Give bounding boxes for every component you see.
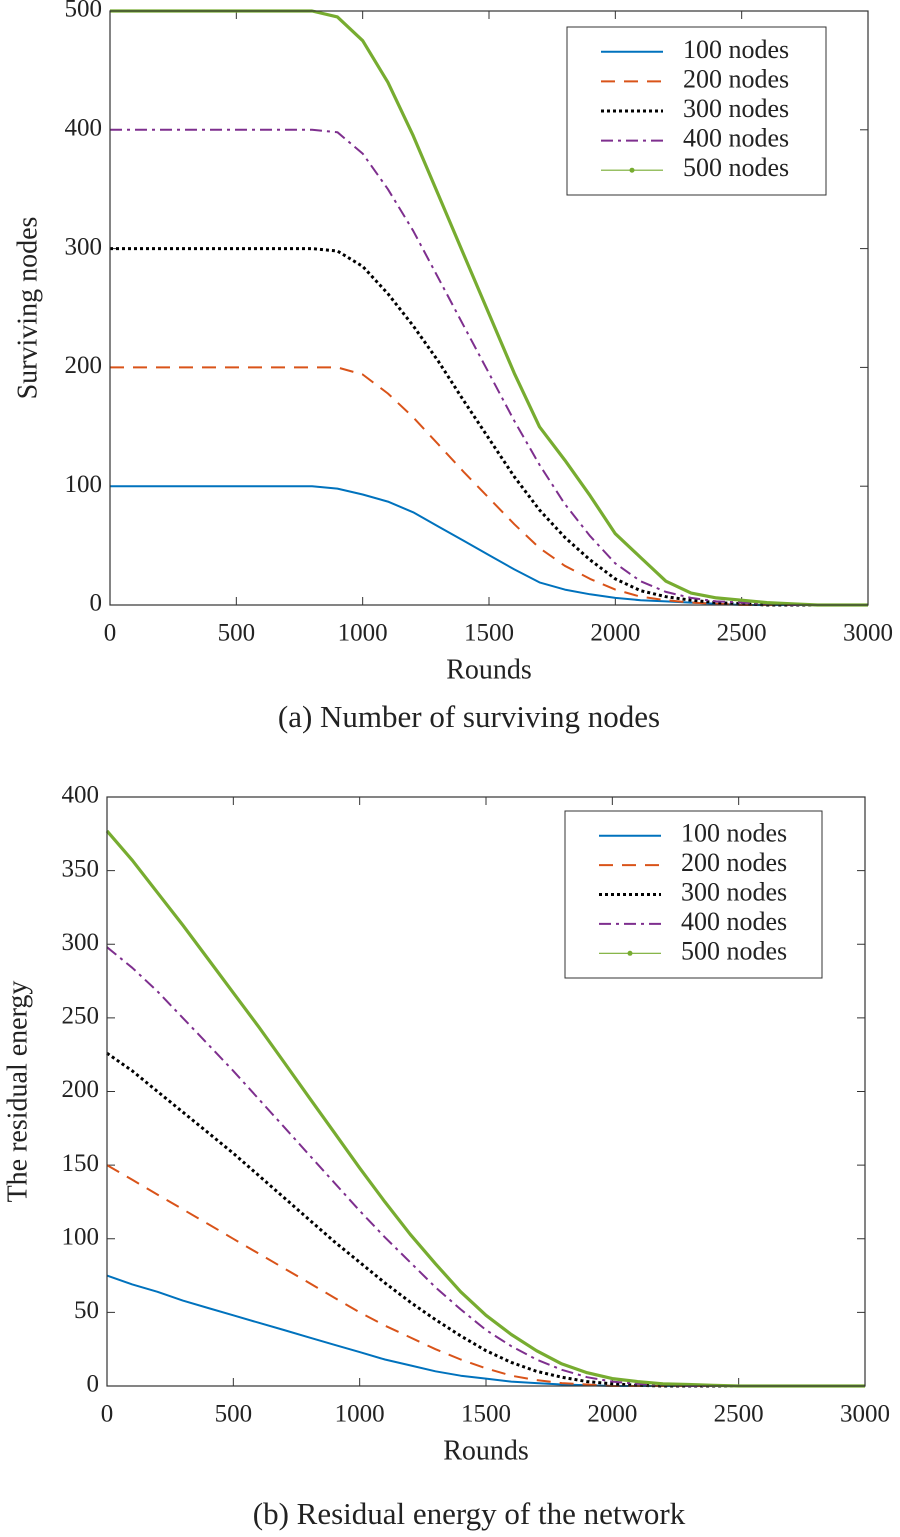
y-tick-label: 100 — [62, 1223, 100, 1250]
x-tick-label: 1000 — [335, 1401, 385, 1428]
legend-label: 300 nodes — [681, 877, 787, 906]
x-tick-label: 2000 — [590, 620, 640, 647]
chart: 0 100 200 300 400 500 0 500 1000 1500 2000 2500 3000… — [12, 0, 893, 734]
y-tick-label: 300 — [62, 929, 100, 956]
chart: 0 50 100 150 200 250 300 350 400 0 500 1000 1500 2000… — [2, 782, 890, 1531]
y-axis-label: Surviving nodes — [12, 217, 43, 400]
series-line — [110, 128, 868, 606]
legend-label: 400 nodes — [681, 907, 787, 936]
plot-frame — [109, 10, 869, 606]
x-tick-label: 0 — [104, 620, 117, 647]
plot-frame — [106, 796, 866, 1387]
x-tick-label: 500 — [215, 1401, 253, 1428]
legend-label: 100 nodes — [681, 819, 787, 848]
y-tick-label: 200 — [62, 1076, 100, 1103]
legend-label: 300 nodes — [683, 94, 789, 123]
y-tick-label: 350 — [62, 855, 100, 882]
y-tick-label: 100 — [65, 471, 103, 498]
x-axis-label: Rounds — [446, 654, 532, 685]
x-tick-label: 1500 — [461, 1401, 511, 1428]
y-tick-label: 0 — [90, 590, 103, 617]
series-line — [110, 247, 868, 607]
legend-marker — [629, 167, 635, 173]
x-tick-label: 1500 — [464, 620, 514, 647]
y-tick-label: 50 — [74, 1297, 99, 1324]
y-tick-label: 400 — [65, 115, 103, 142]
legend-label: 200 nodes — [683, 64, 789, 93]
legend-label: 200 nodes — [681, 848, 787, 877]
y-tick-label: 500 — [65, 0, 103, 23]
caption: (a) Number of surviving nodes — [278, 699, 660, 734]
y-tick-label: 250 — [62, 1003, 100, 1030]
x-tick-label: 2500 — [717, 620, 767, 647]
x-tick-label: 3000 — [840, 1401, 890, 1428]
x-tick-label: 3000 — [843, 620, 893, 647]
legend-label: 400 nodes — [683, 124, 789, 153]
y-axis-label: The residual energy — [2, 981, 33, 1203]
y-tick-label: 200 — [65, 352, 103, 379]
x-tick-label: 0 — [101, 1401, 114, 1428]
legend-label: 500 nodes — [681, 936, 787, 965]
legend-label: 100 nodes — [683, 35, 789, 64]
caption: (b) Residual energy of the network — [253, 1496, 686, 1531]
legend-box — [566, 26, 827, 196]
y-tick-label: 400 — [62, 782, 100, 809]
x-tick-label: 2000 — [587, 1401, 637, 1428]
y-tick-label: 150 — [62, 1150, 100, 1177]
series-line — [106, 1164, 865, 1387]
y-tick-label: 0 — [87, 1371, 100, 1398]
x-tick-label: 1000 — [338, 620, 388, 647]
legend-label: 500 nodes — [683, 153, 789, 182]
x-tick-label: 2500 — [714, 1401, 764, 1428]
x-tick-label: 500 — [218, 620, 256, 647]
x-axis-label: Rounds — [443, 1435, 529, 1466]
legend-marker — [627, 950, 633, 956]
y-tick-label: 300 — [65, 233, 103, 260]
